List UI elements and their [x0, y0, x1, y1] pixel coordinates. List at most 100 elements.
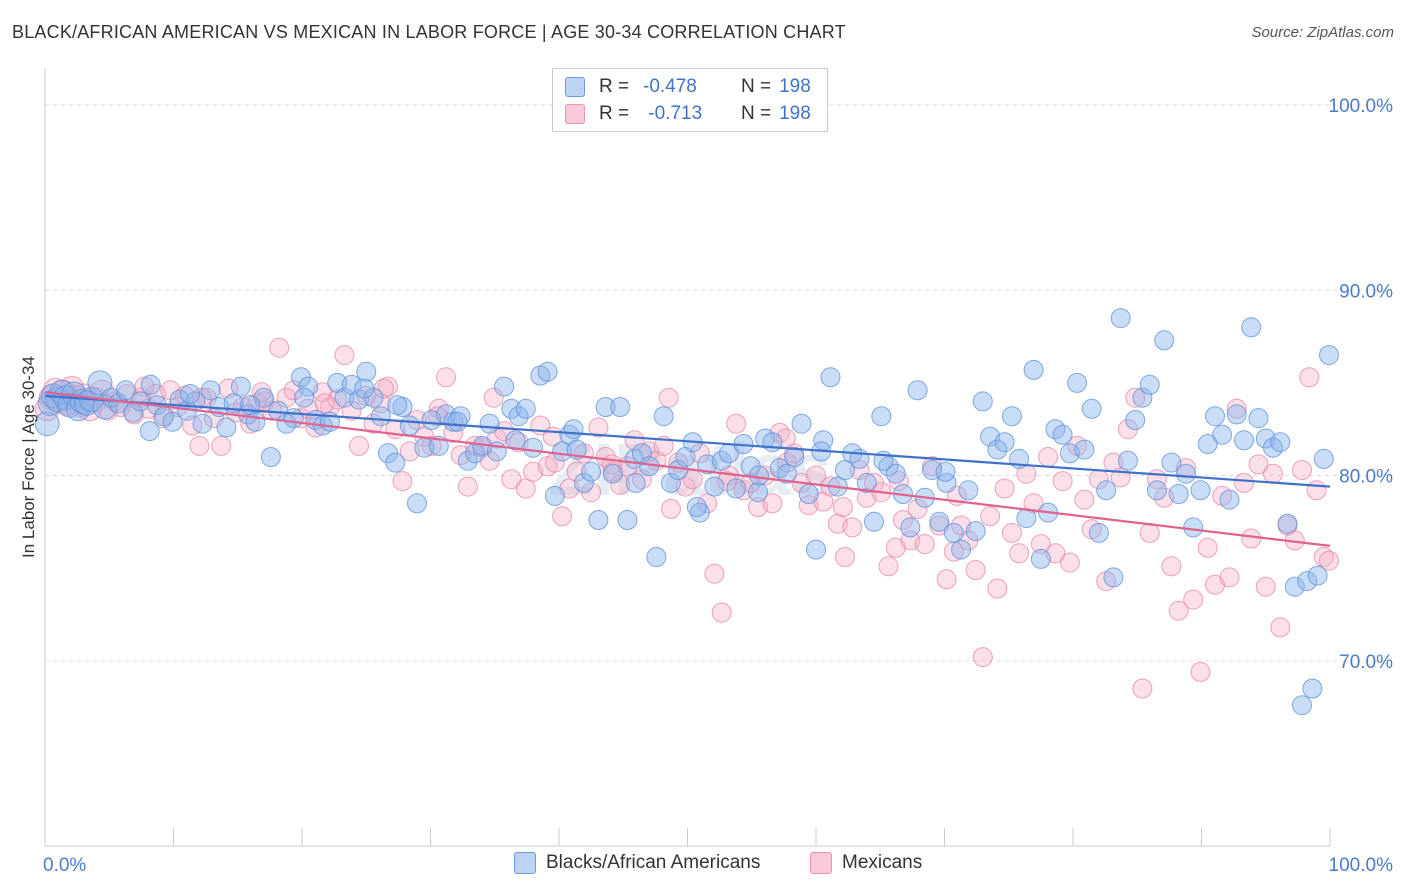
mexican-point-192	[658, 387, 679, 408]
mexican-point-169	[1226, 398, 1247, 419]
legend-r-value: -0.478	[643, 76, 697, 97]
y-tick-label-3: 70.0%	[1339, 652, 1393, 673]
mexican-point-101	[733, 480, 754, 501]
mexican-point-45	[327, 389, 348, 410]
mexican-point-126	[914, 534, 935, 555]
mexican-point-163	[1183, 589, 1204, 610]
black-point-35	[260, 447, 281, 467]
black-point-67	[494, 376, 515, 397]
mexican-point-105	[762, 493, 783, 514]
black-point-70	[515, 398, 536, 419]
mexican-point-60	[436, 367, 456, 388]
mexican-point-26	[189, 435, 210, 456]
black-point-127	[929, 511, 950, 532]
black-point-160	[1168, 484, 1189, 504]
black-point-159	[1161, 452, 1182, 473]
black-point-146	[1067, 372, 1088, 393]
legend-r-label: R =	[599, 76, 630, 97]
black-point-50	[370, 406, 391, 427]
legend-r-label: R =	[599, 103, 630, 124]
black-point-99	[726, 478, 747, 499]
black-point-154	[1125, 410, 1146, 430]
mexican-point-161	[1168, 600, 1189, 621]
black-point-140	[1023, 359, 1044, 380]
mexican-point-123	[893, 510, 913, 530]
mexican-point-180	[1306, 480, 1327, 501]
black-point-97	[711, 450, 732, 471]
mexican-point-115	[835, 547, 855, 567]
black-point-150	[1096, 480, 1117, 501]
black-point-157	[1146, 480, 1167, 501]
black-point-33	[245, 411, 266, 432]
black-point-62	[457, 450, 478, 471]
y-axis-label: In Labor Force | Age 30-34	[19, 356, 38, 558]
black-point-104	[762, 432, 783, 453]
bottom-legend-label: Mexicans	[842, 852, 923, 873]
x-tick-marks	[44, 828, 1331, 846]
black-point-193	[686, 497, 707, 517]
legend-r-value: -0.713	[643, 103, 703, 124]
black-point-109	[798, 484, 819, 504]
black-point-180	[1307, 565, 1328, 586]
black-point-124	[907, 380, 928, 401]
black-point-168	[1226, 404, 1247, 425]
mexican-point-116	[842, 517, 863, 538]
mexican-point-175	[1270, 617, 1291, 638]
black-point-162	[1183, 517, 1204, 538]
mexican-point-30	[218, 378, 239, 399]
black-point-65	[479, 413, 500, 434]
x-tick-label-100: 100.0%	[1329, 855, 1394, 876]
black-point-130	[951, 539, 972, 560]
mexican-point-125	[907, 498, 928, 519]
black-point-114	[835, 460, 855, 480]
mexican-point-104	[755, 465, 776, 486]
black-point-156	[1139, 374, 1160, 395]
black-point-170	[1241, 317, 1262, 338]
legend-n-value: 198	[779, 76, 811, 97]
black-point-178	[1297, 571, 1318, 592]
black-point-112	[820, 367, 841, 388]
mexican-point-38	[276, 387, 297, 408]
trend-lines	[44, 391, 1331, 547]
bottom-legend-blacks: Blacks/African Americans	[514, 852, 760, 874]
mexican-point-145	[1052, 471, 1073, 492]
black-point-19	[139, 421, 160, 442]
mexican-point-129	[936, 569, 957, 590]
black-point-71	[523, 437, 544, 458]
mexican-point-121	[878, 556, 899, 577]
mexican-point-157	[1139, 522, 1160, 543]
black-point-106	[777, 463, 797, 484]
black-point-83	[610, 397, 631, 417]
black-point-88	[646, 547, 667, 567]
black-point-68	[501, 398, 522, 419]
y-tick-labels: 100.0% 90.0% 80.0% 70.0%	[1329, 96, 1394, 673]
mexican-point-84	[610, 474, 631, 495]
bottom-legend-swatch-blue	[514, 852, 536, 874]
black-point-82	[602, 463, 623, 484]
black-point-192	[625, 472, 646, 493]
mexican-point-181	[1313, 547, 1334, 567]
black-point-94	[689, 502, 710, 523]
black-point-158	[1154, 330, 1175, 351]
black-point-183	[140, 374, 161, 395]
mexican-point-81	[588, 417, 609, 438]
black-point-107	[784, 447, 805, 467]
black-point-169	[1234, 430, 1254, 451]
legend-swatch-pink	[565, 104, 585, 124]
mexican-point-139	[1009, 543, 1030, 564]
black-point-108	[791, 413, 812, 434]
black-point-47	[349, 389, 369, 410]
black-point-161	[1176, 463, 1196, 484]
black-points	[34, 308, 1339, 716]
black-point-155	[1132, 387, 1153, 408]
mexican-point-174	[1263, 463, 1283, 484]
black-point-38	[283, 408, 304, 429]
mexican-point-134	[972, 647, 993, 668]
black-point-174	[1270, 432, 1291, 453]
mexican-point-37	[269, 337, 290, 358]
mexican-point-69	[501, 469, 522, 490]
mexican-point-117	[849, 460, 870, 480]
black-point-84	[617, 510, 638, 530]
black-point-74	[544, 485, 565, 506]
mexican-point-71	[515, 478, 536, 499]
